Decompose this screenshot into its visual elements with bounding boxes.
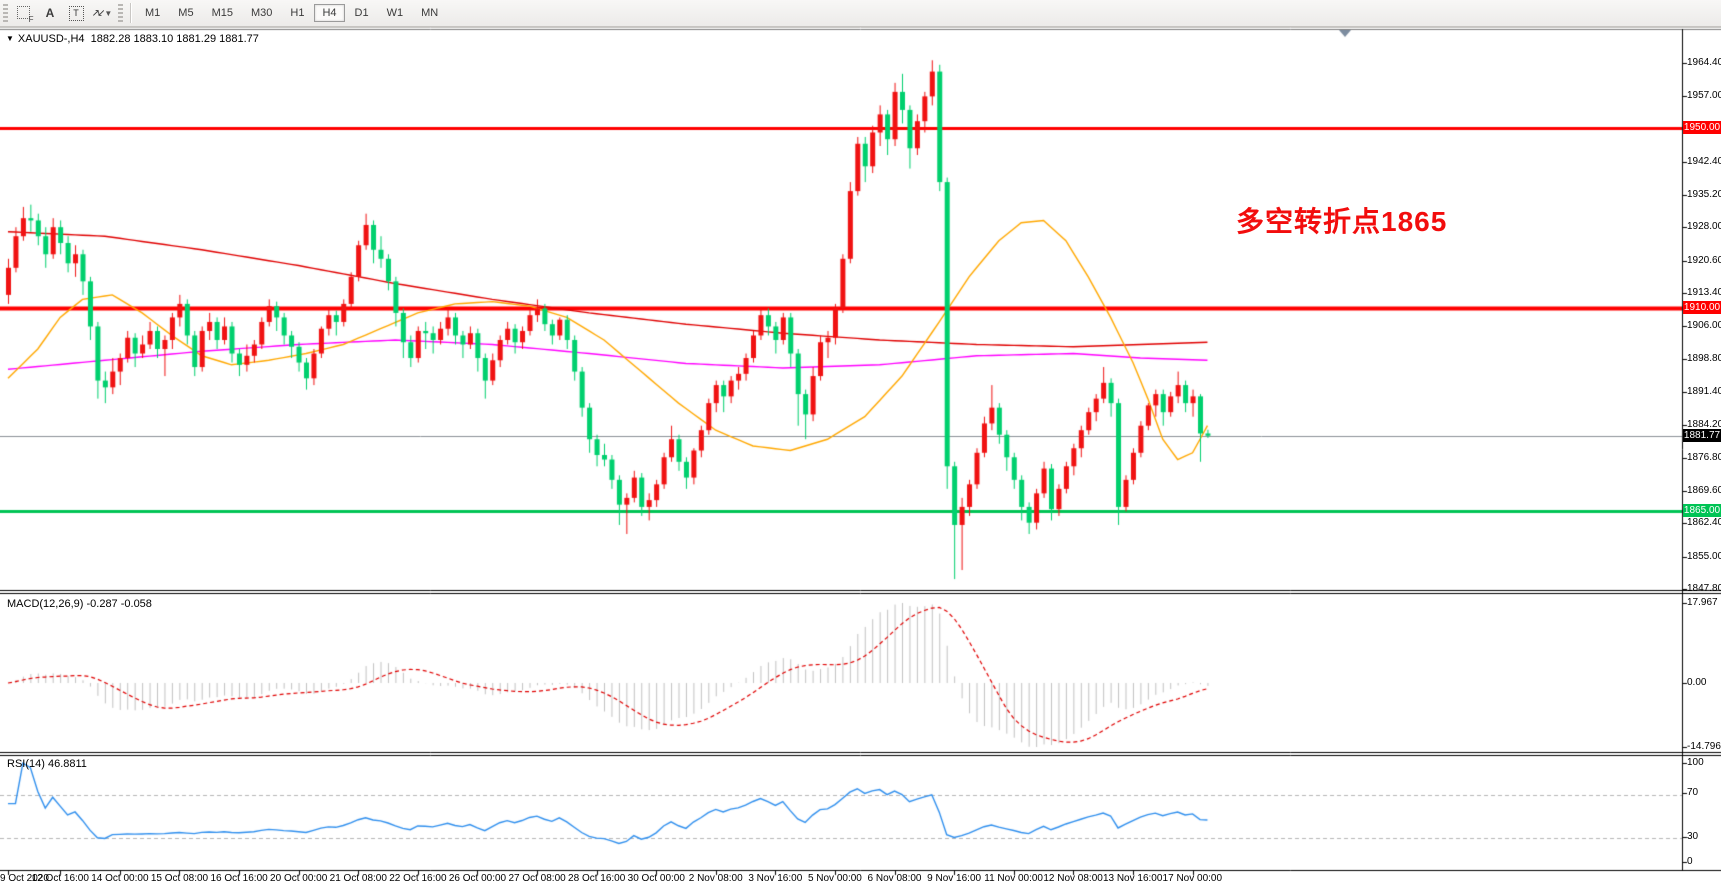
price-axis-label: 1855.00 [1687,550,1721,562]
toolbar-grip[interactable] [3,4,8,22]
price-level-badge: 1865.00 [1683,504,1721,518]
chart-text-annotation[interactable]: 多空转折点1865 [1236,206,1448,237]
freehand-f-tool-button[interactable]: F [12,2,36,24]
time-axis-label: 27 Oct 08:00 [508,873,566,884]
time-axis-label: 2 Nov 08:00 [688,873,743,884]
timeframe-button-h1[interactable]: H1 [290,7,305,19]
time-axis-label: 5 Nov 00:00 [807,873,862,884]
toolbar-grip[interactable] [118,4,123,22]
dotted-square-f-icon: F [16,5,34,24]
price-axis-label: 1847.80 [1687,583,1721,594]
price-axis-label: 1876.80 [1687,452,1721,464]
time-axis-label: 20 Oct 00:00 [270,873,328,884]
price-axis-label: 1898.80 [1687,352,1721,364]
timeframe-button-m30[interactable]: M30 [250,7,273,19]
time-axis-label: 12 Nov 08:00 [1043,873,1103,884]
timeframe-button-mn[interactable]: MN [421,7,439,19]
text-box-tool-button[interactable]: T [64,2,88,24]
time-axis-label: 12 Oct 16:00 [31,873,89,884]
chart-title: ▼ XAUUSD-,H4 1882.28 1883.10 1881.29 1881… [6,33,259,45]
timeframe-button-d1[interactable]: D1 [354,7,369,19]
time-axis-label: 22 Oct 16:00 [389,873,447,884]
timeframe-button-m15[interactable]: M15 [211,7,233,19]
time-axis-label: 21 Oct 08:00 [329,873,387,884]
time-axis-label: 3 Nov 16:00 [748,873,803,884]
timeframe-button-h4[interactable]: H4 [314,4,345,22]
price-axis-label: 1869.60 [1687,484,1721,496]
timeframe-button-w1[interactable]: W1 [386,7,404,19]
price-axis-label: 1884.20 [1687,418,1721,430]
rsi-axis-label: 0 [1687,856,1693,867]
price-axis-label: 1913.40 [1687,287,1721,299]
text-label-tool-button[interactable]: A [38,2,62,24]
rsi-axis-label: 30 [1687,831,1699,842]
price-axis-label: 1862.40 [1687,517,1721,529]
arrow-objects-button[interactable]: ↗↙ ▼ [90,2,114,24]
time-axis-label: 16 Oct 16:00 [210,873,268,884]
time-axis-label: 15 Oct 08:00 [150,873,209,884]
macd-axis-label: 0.00 [1687,677,1707,688]
rsi-indicator-label: RSI(14) 46.8811 [7,758,87,770]
macd-indicator-label: MACD(12,26,9) -0.287 -0.058 [7,598,152,610]
time-axis-label: 6 Nov 08:00 [867,873,922,884]
price-axis-label: 1906.00 [1687,320,1721,332]
time-axis-label: 13 Nov 16:00 [1102,873,1163,884]
chevron-down-icon: ▼ [104,8,113,18]
timeframe-button-m1[interactable]: M1 [145,7,161,19]
toolbar-separator [130,3,132,23]
price-axis-label: 1942.40 [1687,156,1721,168]
current-price-badge: 1881.77 [1683,428,1721,442]
price-axis-label: 1964.40 [1687,57,1721,68]
time-axis-label: 26 Oct 00:00 [448,873,507,884]
macd-axis-label: -14.796 [1687,741,1721,752]
symbol-dropdown-icon[interactable]: ▼ [6,34,14,43]
price-axis-label: 1928.00 [1687,221,1721,233]
price-axis-label: 1935.20 [1687,188,1721,200]
price-axis-label: 1957.00 [1687,90,1721,102]
toolbar: F A T ↗↙ ▼ M1 M5 M15 M30 H1 H4 D1 W1 MN [0,0,1721,27]
price-level-badge: 1910.00 [1683,301,1721,315]
price-level-badge: 1950.00 [1683,120,1721,134]
symbol-period-label: XAUUSD-,H4 [17,33,85,45]
rsi-axis-label: 100 [1687,757,1704,768]
time-axis-label: 9 Oct 2020 [0,873,49,884]
time-axis-label: 11 Nov 00:00 [984,873,1043,884]
time-axis-label: 30 Oct 00:00 [627,873,685,884]
macd-axis-label: 17.967 [1687,597,1718,608]
timeframe-button-group: M1 M5 M15 M30 H1 H4 D1 W1 MN [136,4,447,22]
price-axis-label: 1891.40 [1687,386,1721,398]
time-axis-label: 9 Nov 16:00 [927,873,982,884]
rsi-axis-label: 70 [1687,787,1699,798]
boxed-t-icon: T [68,5,84,21]
ohlc-readout: 1882.28 1883.10 1881.29 1881.77 [90,33,259,45]
time-axis-label: 14 Oct 00:00 [91,873,149,884]
price-axis-label: 1920.60 [1687,254,1721,266]
time-axis-label: 17 Nov 00:00 [1162,873,1223,884]
timeframe-button-m5[interactable]: M5 [178,7,194,19]
diagonal-arrows-icon: ↗↙ [91,7,106,19]
time-axis-label: 28 Oct 16:00 [568,873,626,884]
letter-a-icon: A [45,6,55,20]
